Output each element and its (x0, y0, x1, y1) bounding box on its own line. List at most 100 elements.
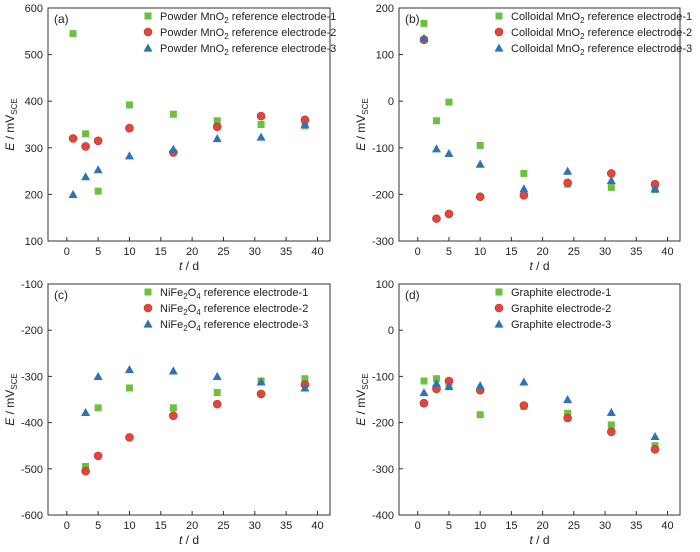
y-tick-label: -300 (372, 236, 394, 248)
legend-text-part: O (188, 303, 197, 315)
legend-text-part: reference electrode-3 (201, 319, 309, 331)
x-tick-label: 5 (446, 520, 452, 532)
y-tick-label: 200 (25, 189, 43, 201)
data-point (475, 159, 485, 168)
data-series (82, 375, 309, 470)
data-point (563, 166, 573, 175)
data-point (256, 132, 266, 141)
data-point (124, 364, 134, 374)
legend-text-part: reference electrode-3 (229, 43, 337, 55)
chart-panel: 0 5 10 15 20 25 30 35 40 100 200 300 400 500 600 (a) t /… (3, 3, 336, 273)
legend-text-part: Colloidal MnO (511, 27, 581, 39)
data-point (419, 388, 429, 397)
data-point (519, 377, 529, 386)
legend-entry: Powder MnO2 reference electrode-3 (160, 43, 336, 57)
x-tick-label: 10 (474, 520, 486, 532)
y-axis-subscript: SCE (361, 373, 370, 389)
data-point (257, 121, 265, 128)
legend-marker (494, 27, 504, 37)
y-axis-symbol: E (3, 417, 17, 426)
legend-entry: Graphite electrode-3 (511, 319, 611, 331)
data-point (212, 122, 222, 132)
legend-entry: Graphite electrode-2 (511, 303, 611, 315)
chart-panel: 0 5 10 15 20 25 30 35 40 -400 -300 -200 -100 0 100 (d) t… (354, 279, 681, 547)
data-point (420, 19, 428, 27)
data-point (93, 165, 103, 174)
y-axis-title: E / mVSCE (354, 98, 370, 150)
y-axis-unit: / mV (354, 115, 368, 143)
y-tick-label: 0 (388, 96, 394, 108)
x-tick-label: 35 (630, 520, 642, 532)
data-point (213, 389, 221, 397)
x-tick-label: 35 (280, 246, 292, 258)
x-tick-label: 25 (217, 520, 229, 532)
data-point (82, 462, 90, 470)
data-point (256, 389, 266, 399)
x-tick-label: 25 (217, 246, 229, 258)
data-point (419, 33, 429, 42)
legend-entry: Powder MnO2 reference electrode-1 (160, 11, 336, 25)
data-point (125, 384, 133, 392)
data-point (81, 466, 90, 476)
data-point (606, 175, 616, 185)
data-series (420, 375, 659, 450)
x-tick-label: 35 (630, 246, 642, 258)
x-axis-unit: / d (533, 533, 550, 547)
x-tick-label: 40 (311, 520, 323, 532)
data-series (81, 364, 310, 417)
plot-frame (398, 7, 681, 242)
data-series (68, 111, 310, 157)
y-tick-label: -500 (21, 464, 43, 476)
data-series (419, 377, 660, 441)
y-axis-subscript: SCE (10, 373, 19, 389)
data-point (93, 451, 103, 461)
x-tick-label: 0 (415, 520, 421, 532)
data-point (300, 120, 310, 129)
data-point (444, 209, 454, 219)
legend-text-part: NiFe (160, 303, 183, 315)
y-tick-label: -200 (372, 189, 394, 201)
x-tick-label: 15 (155, 246, 167, 258)
y-axis-title: E / mVSCE (3, 373, 19, 425)
legend-marker (494, 303, 504, 313)
legend-marker (143, 303, 153, 313)
legend-subscript: 4 (196, 308, 201, 317)
x-tick-label: 0 (64, 520, 70, 532)
x-axis-symbol: t (179, 533, 183, 547)
legend-subscript: 4 (196, 324, 201, 333)
legend-text-part: Graphite electrode-1 (511, 287, 611, 299)
x-tick-label: 0 (64, 246, 70, 258)
y-tick-label: 200 (376, 3, 394, 15)
panel-label: (a) (54, 12, 69, 26)
data-point (81, 407, 91, 417)
y-tick-label: -300 (372, 464, 394, 476)
x-tick-label: 10 (123, 520, 135, 532)
data-series (419, 33, 660, 193)
x-tick-label: 15 (505, 520, 517, 532)
data-point (256, 111, 266, 121)
data-point (519, 401, 529, 410)
x-axis-symbol: t (529, 533, 533, 547)
legend-text-part: Powder MnO (160, 43, 225, 55)
legend-text-part: Powder MnO (160, 11, 225, 23)
x-tick-label: 35 (280, 520, 292, 532)
data-point (300, 383, 310, 392)
legend-marker (143, 319, 153, 328)
legend-text-part: NiFe (160, 319, 183, 331)
legend-subscript: 2 (183, 324, 188, 333)
legend-marker (494, 43, 504, 52)
x-axis-title: t / d (179, 533, 199, 547)
data-point (432, 117, 440, 125)
data-point (169, 411, 178, 420)
legend-text-part: Powder MnO (160, 27, 225, 39)
data-point (93, 371, 103, 380)
legend-text-part: reference electrode-3 (585, 43, 693, 55)
legend-text-part: reference electrode-2 (585, 27, 693, 39)
plot-frame (47, 7, 331, 242)
legend-subscript: 2 (183, 292, 188, 301)
plot-frame (398, 283, 681, 516)
y-tick-label: 300 (25, 143, 43, 155)
legend-marker (143, 43, 153, 52)
legend-subscript: 2 (580, 48, 585, 57)
